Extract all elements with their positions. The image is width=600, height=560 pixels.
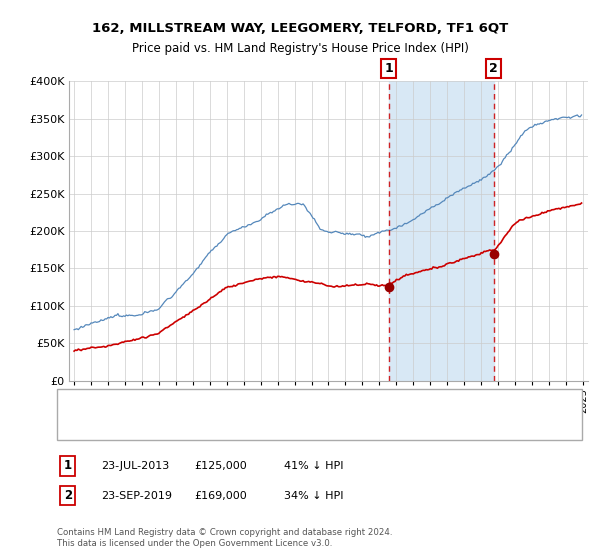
Text: 1: 1 — [64, 459, 72, 473]
Text: HPI: Average price, detached house, Telford and Wrekin: HPI: Average price, detached house, Telf… — [94, 421, 371, 431]
Text: 2: 2 — [64, 489, 72, 502]
Text: £125,000: £125,000 — [194, 461, 247, 471]
Text: 23-SEP-2019: 23-SEP-2019 — [101, 491, 172, 501]
Text: 162, MILLSTREAM WAY, LEEGOMERY, TELFORD, TF1 6QT (detached house): 162, MILLSTREAM WAY, LEEGOMERY, TELFORD,… — [94, 398, 465, 408]
Text: 2: 2 — [489, 62, 498, 75]
Text: 34% ↓ HPI: 34% ↓ HPI — [284, 491, 343, 501]
Text: 23-JUL-2013: 23-JUL-2013 — [101, 461, 169, 471]
Text: Contains HM Land Registry data © Crown copyright and database right 2024.
This d: Contains HM Land Registry data © Crown c… — [57, 528, 392, 548]
Text: 1: 1 — [385, 62, 393, 75]
Text: £169,000: £169,000 — [194, 491, 247, 501]
Text: 41% ↓ HPI: 41% ↓ HPI — [284, 461, 343, 471]
Text: 162, MILLSTREAM WAY, LEEGOMERY, TELFORD, TF1 6QT: 162, MILLSTREAM WAY, LEEGOMERY, TELFORD,… — [92, 22, 508, 35]
Bar — [389, 81, 494, 381]
Text: Price paid vs. HM Land Registry's House Price Index (HPI): Price paid vs. HM Land Registry's House … — [131, 42, 469, 55]
